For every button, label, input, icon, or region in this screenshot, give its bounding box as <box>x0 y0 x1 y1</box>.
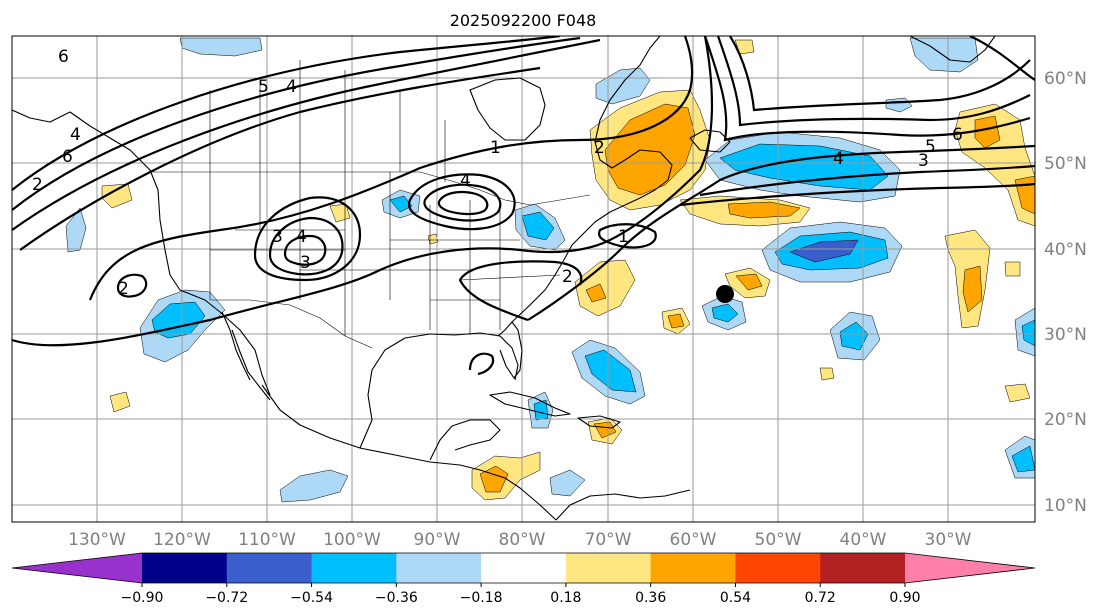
contour-label: 2 <box>32 175 43 195</box>
map-title: 2025092200 F048 <box>450 11 597 30</box>
contour-label: 2 <box>562 267 573 287</box>
contour-label: 3 <box>300 253 311 273</box>
lon-label: 40°W <box>840 530 887 550</box>
field-blob <box>789 239 859 263</box>
field-blob <box>279 469 349 503</box>
field-blob <box>1004 261 1021 277</box>
colorbar-segment <box>565 553 652 583</box>
colorbar-tick-label: 0.18 <box>550 590 581 606</box>
coastlines <box>12 36 996 521</box>
contour-label: 1 <box>618 227 629 247</box>
colorbar-segment <box>650 553 736 583</box>
lat-label: 40°N <box>1044 240 1087 260</box>
colorbar-tick-label: 0.72 <box>805 590 836 606</box>
colorbar: −0.90 −0.72 −0.54 −0.36 −0.18 0.18 0.36 0.54 0.7… <box>11 552 1036 606</box>
contour-label: 4 <box>70 125 81 145</box>
colorbar-segment <box>142 553 228 583</box>
lat-label: 10°N <box>1044 496 1087 516</box>
contour-label: 6 <box>62 147 73 167</box>
colorbar-tick-label: 0.36 <box>635 590 666 606</box>
contour-label: 3 <box>918 151 929 171</box>
colorbar-extend-max <box>905 553 1035 583</box>
colorbar-tick-label: −0.54 <box>290 590 333 606</box>
field-blob <box>584 349 637 393</box>
lon-label: 80°W <box>499 530 546 550</box>
lon-label: 60°W <box>670 530 717 550</box>
field-blob <box>521 211 555 241</box>
field-blob <box>819 367 835 381</box>
contour-label: 1 <box>490 138 501 158</box>
longitude-labels: 130°W 120°W 110°W 100°W 90°W 80°W 70°W 6… <box>68 530 972 550</box>
graticule <box>12 36 1035 522</box>
contour-label: 5 <box>258 77 269 97</box>
lon-label: 50°W <box>755 530 802 550</box>
field-blob <box>711 303 739 323</box>
lon-label: 30°W <box>925 530 972 550</box>
storm-position-marker <box>716 285 734 303</box>
colorbar-tick-label: 0.90 <box>889 590 920 606</box>
field-blob <box>595 67 651 105</box>
colorbar-tick-label: 0.54 <box>720 590 751 606</box>
field-blob <box>962 265 983 313</box>
colorbar-tick-label: −0.18 <box>460 590 503 606</box>
latitude-labels: 60°N 50°N 40°N 30°N 20°N 10°N <box>1044 69 1087 516</box>
field-blob <box>839 321 869 351</box>
field-blob <box>585 283 607 303</box>
field-blob <box>1021 319 1035 347</box>
colorbar-segment <box>396 553 482 583</box>
colorbar-tick-label: −0.36 <box>375 590 418 606</box>
field-blob <box>735 273 763 291</box>
lon-label: 110°W <box>238 530 296 550</box>
colorbar-segment <box>481 553 567 583</box>
lon-label: 130°W <box>68 530 126 550</box>
contour-label: 6 <box>952 125 963 145</box>
field-blob <box>549 469 586 497</box>
colorbar-segment <box>311 553 397 583</box>
lat-label: 60°N <box>1044 69 1087 89</box>
lat-label: 20°N <box>1044 410 1087 430</box>
field-blob <box>1011 445 1035 473</box>
colorbar-extend-min <box>12 553 142 583</box>
field-blob <box>101 183 133 209</box>
contour-label: 6 <box>58 47 69 67</box>
contour-label: 4 <box>296 227 307 247</box>
contour-label: 4 <box>833 149 844 169</box>
colorbar-tick-label: −0.72 <box>205 590 248 606</box>
contour-label: 4 <box>460 171 471 191</box>
map-border <box>11 35 1036 523</box>
colorbar-segment <box>226 553 313 583</box>
contour-label: 3 <box>272 227 283 247</box>
contour-label-group: 6 5 4 6 4 1 2 4 3 4 3 2 1 2 2 6 5 4 3 <box>32 47 963 299</box>
field-blob <box>1004 383 1031 403</box>
lon-label: 70°W <box>585 530 632 550</box>
height-contours <box>12 36 1035 376</box>
colorbar-segment <box>735 553 821 583</box>
lat-label: 30°N <box>1044 325 1087 345</box>
field-blob <box>667 313 685 329</box>
lon-label: 100°W <box>323 530 381 550</box>
field-blob <box>389 195 413 213</box>
field-blob <box>727 201 801 219</box>
contour-label: 5 <box>925 137 936 157</box>
colorbar-segment <box>820 553 906 583</box>
field-blob <box>574 259 636 317</box>
contour-label: 2 <box>594 138 605 158</box>
lon-label: 90°W <box>414 530 461 550</box>
contour-label: 2 <box>118 279 129 299</box>
colorbar-tick-label: −0.90 <box>121 590 164 606</box>
field-blob <box>974 115 1001 149</box>
field-blob <box>427 233 439 245</box>
contour-label: 4 <box>286 77 297 97</box>
field-blob <box>109 391 131 413</box>
field-blob <box>593 421 617 439</box>
lat-label: 50°N <box>1044 154 1087 174</box>
field-blob <box>604 103 696 196</box>
lon-label: 120°W <box>153 530 211 550</box>
